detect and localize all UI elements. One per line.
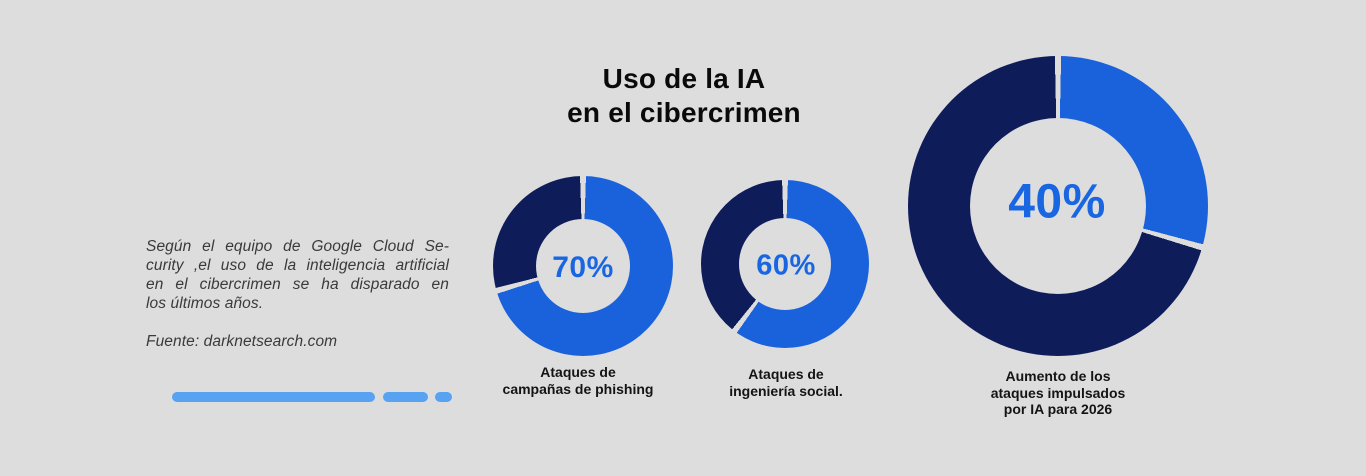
title-line-2: en el cibercrimen <box>567 97 801 128</box>
donut-value-ai-attacks-2026: 40% <box>1008 175 1106 229</box>
donut-hole <box>536 219 630 313</box>
donut-label-ai-attacks-2026: Aumento de los ataques impulsados por IA… <box>990 368 1126 417</box>
donut-value-social-engineering: 60% <box>756 249 816 282</box>
donut-chart-phishing <box>493 176 673 356</box>
donut-chart-social-engineering <box>701 180 869 348</box>
donut-hole <box>970 118 1146 294</box>
intro-line-4: los últimos años. <box>146 295 264 312</box>
decorative-bars <box>172 392 452 402</box>
source-text: Fuente: darknetsearch.com <box>146 333 338 350</box>
donut-label-social-engineering: Ataques de ingeniería social. <box>729 366 843 399</box>
decorative-bar-medium <box>383 392 428 402</box>
intro-line-3: en el cibercrimen se ha disparado en <box>146 276 449 293</box>
intro-paragraph: Según el equipo de Google Cloud Se- curi… <box>146 237 449 313</box>
donut-value-phishing: 70% <box>552 251 614 284</box>
page-title: Uso de la IA en el cibercrimen <box>567 62 801 130</box>
decorative-bar-short <box>435 392 452 402</box>
intro-line-1: Según el equipo de Google Cloud Se- <box>146 238 449 255</box>
decorative-bar-long <box>172 392 375 402</box>
donut-hole <box>739 218 831 310</box>
title-line-1: Uso de la IA <box>602 63 766 94</box>
intro-line-2: curity ,el uso de la inteligencia artifi… <box>146 257 449 274</box>
donut-label-phishing: Ataques de campañas de phishing <box>502 364 654 397</box>
donut-chart-ai-attacks-2026 <box>908 56 1208 356</box>
